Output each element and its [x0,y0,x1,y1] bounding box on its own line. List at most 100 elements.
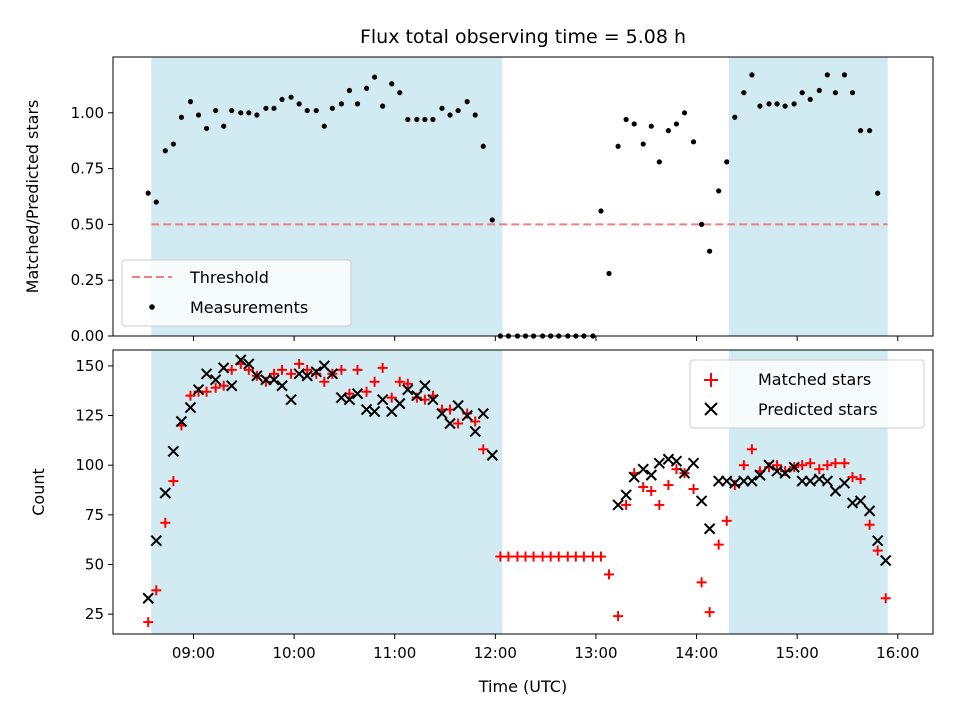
matched-star-point [386,392,397,403]
shaded-interval-1 [151,350,503,634]
measurement-point [263,105,269,111]
measurement-point [229,107,235,114]
predicted-star-point [150,534,162,547]
matched-star-point [185,390,196,401]
measurement-point [338,101,344,107]
measurement-point [648,123,654,129]
matched-star-point [663,480,674,491]
measurement-point [615,143,621,149]
measurement-point [447,112,453,118]
predicted-star-point [368,405,381,418]
measurement-point [430,116,436,123]
matched-star-point [151,585,162,596]
matched-star-point [696,577,707,588]
measurement-point [178,114,185,120]
predicted-star-point [452,399,464,412]
predicted-star-point [469,425,481,438]
top-x-ticks [192,336,899,341]
y-tick-label: 125 [75,407,104,425]
predicted-star-point [804,475,816,487]
bottom-y-ticks: 25 50 75 100 125 150 [75,357,113,623]
legend-predicted-swatch [704,402,718,416]
predicted-star-point [846,497,859,509]
measurement-point [640,141,646,147]
measurement-point [238,110,244,116]
bottom-legend: Matched stars Predicted stars [689,359,925,429]
predicted-star-point [863,505,876,517]
legend-measurements-swatch [149,304,155,310]
matched-star-point [201,386,212,397]
predicted-star-point [703,523,716,535]
measurement-point [153,199,159,205]
matched-star-point [772,460,783,471]
measurement-point [857,128,864,134]
y-tick-label: 150 [75,357,104,375]
measurement-point [246,110,252,116]
predicted-star-point [620,489,632,501]
predicted-star-point [695,495,708,507]
top-legend: Threshold Measurements [121,259,352,327]
predicted-star-point [662,453,675,465]
matched-star-point [377,362,388,373]
measurement-points [145,72,881,339]
predicted-star-point [411,389,423,402]
measurement-point [254,112,260,118]
measurement-point [698,221,705,227]
predicted-star-point [645,469,657,481]
measurement-point [774,101,780,107]
matched-star-point [168,476,179,487]
predicted-star-point [729,477,741,489]
measurement-point [304,107,310,114]
measurement-point [455,107,461,114]
measurement-point [145,190,151,196]
y-tick-label: 100 [75,456,104,474]
measurement-point [875,190,881,196]
predicted-star-point [637,463,649,475]
measurement-point [799,90,805,96]
matched-star-point [855,474,866,485]
measurement-point [313,107,319,114]
measurement-point [489,217,495,223]
matched-star-point [638,482,649,493]
matched-star-point [578,551,589,562]
measurement-point [397,90,403,96]
matched-star-point [613,611,624,622]
measurement-point [472,112,478,118]
measurement-point [480,143,486,149]
measurement-point [296,101,302,107]
measurement-point [288,94,294,100]
predicted-star-point [310,366,322,378]
predicted-star-point [813,473,826,485]
predicted-star-point [293,368,305,380]
matched-star-point [361,386,372,397]
matched-star-point [688,484,699,495]
predicted-star-point [486,449,499,461]
measurement-point [321,123,327,129]
x-tick-label: 10:00 [272,644,315,662]
measurement-point [690,139,697,145]
matched-star-point [654,499,665,510]
predicted-star-point [142,592,154,604]
predicted-star-point [419,380,431,392]
predicted-star-point [763,459,775,471]
measurement-point [656,159,662,165]
predicted-star-point [217,362,230,374]
measurement-point [816,87,822,94]
measurement-point [279,96,285,103]
predicted-star-point [209,374,222,386]
predicted-star-point [721,475,733,487]
matched-star-point [528,551,539,562]
predicted-star-point [360,403,373,416]
bottom-y-axis-label: Count [29,468,48,516]
y-tick-label: 50 [85,555,104,573]
x-tick-label: 13:00 [574,644,617,662]
matched-star-point [822,460,833,471]
predicted-star-point [854,495,867,507]
measurement-point [354,101,361,107]
matched-star-point [738,460,749,471]
predicted-star-point [175,415,188,428]
measurement-point [741,90,747,96]
legend-predicted-label: Predicted stars [758,400,878,419]
bottom-legend-box [689,359,925,429]
measurement-point [203,125,210,132]
